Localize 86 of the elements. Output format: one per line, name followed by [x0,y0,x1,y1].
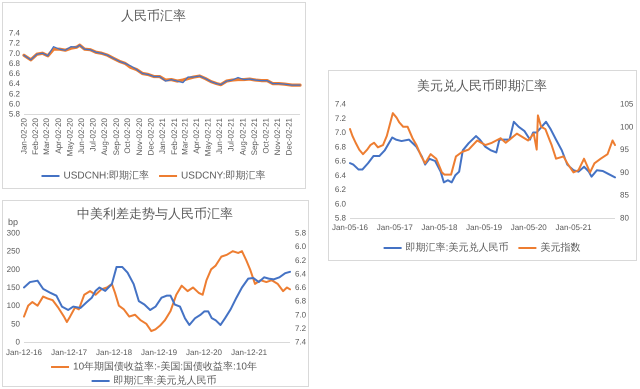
x-tick-label: Sep-02-21 [250,117,260,156]
y2-tick-label: 6.2 [295,256,307,265]
x-tick-label: Nov-02-20 [134,117,144,156]
y-tick-label: 7.0 [334,128,347,137]
x-tick-label: Nov-02-21 [273,117,282,156]
y2-tick-label: 105 [620,100,634,108]
x-tick-label: Jan-02-21 [158,117,168,154]
x-tick-label: Jan-05-20 [510,223,548,232]
legend-label: USDCNH:即期汇率 [63,170,150,182]
x-tick-label: Oct-02-20 [123,117,132,154]
y-tick-label: 7.4 [8,28,21,38]
x-tick-label: Sep-02-20 [112,117,121,156]
x-tick-label: Mar-02-20 [42,117,52,155]
y-tick-label: 6.6 [8,69,21,78]
x-tick-label: Apr-02-20 [54,117,63,154]
y-tick-label: 6.0 [8,99,21,108]
y2-tick-label: 6.6 [295,283,307,292]
y-tick-label: 5.8 [8,110,21,118]
y2-tick-label: 80 [620,214,630,222]
y-tick-label: 250 [6,246,21,256]
y2-tick-label: 100 [620,122,634,132]
legend-label: 10年期国债收益率:-美国:国债收益率:10年 [73,360,257,372]
x-tick-label: Jan-02-20 [20,117,28,154]
y2-tick-label: 7.0 [295,310,307,320]
x-tick-label: Jan-05-18 [421,223,458,232]
x-tick-label: Jun-02-21 [215,117,224,154]
chart-title: 人民币汇率 [121,8,186,23]
x-tick-label: Jun-02-20 [77,117,86,154]
y-tick-label: 6.4 [8,79,21,88]
x-tick-label: Apr-02-21 [192,117,202,154]
x-tick-label: Jan-12-19 [141,348,178,357]
x-tick-label: May-02-20 [65,117,74,156]
x-tick-label: Aug-02-20 [100,117,110,156]
x-tick-label: Jan-12-20 [186,348,223,357]
y2-tick-label: 7.4 [295,338,307,346]
y2-tick-label: 7.2 [295,324,307,333]
y2-tick-label: 90 [620,168,630,177]
legend-label: 即期汇率:美元兑人民币 [114,374,216,386]
legend-label: USDCNY:即期汇率 [181,170,266,182]
y-tick-label: 6.8 [8,58,21,68]
y-axis-title: bp [8,217,18,227]
x-tick-label: Oct-02-21 [261,117,270,154]
x-tick-label: Aug-02-21 [238,117,248,156]
y2-tick-label: 6.4 [295,269,307,278]
y-tick-label: 7.4 [334,100,347,108]
y-tick-label: 6.6 [334,156,347,166]
y-tick-label: 6.2 [8,89,21,98]
y-tick-label: 5.8 [334,214,347,222]
x-tick-label: Mar-02-21 [180,117,190,155]
y-tick-label: 100 [6,301,21,310]
y-tick-label: 0 [16,338,21,346]
x-tick-label: Jul-02-21 [226,117,236,152]
y-tick-label: 50 [11,319,21,328]
x-tick-label: Jan-05-19 [466,223,503,232]
y2-tick-label: 85 [620,190,630,200]
x-tick-label: Jul-02-20 [88,117,98,152]
x-tick-label: Jan-05-21 [556,223,592,232]
legend-label: 美元指数 [540,242,580,254]
y2-tick-label: 6.8 [295,296,307,306]
chart-title: 中美利差走势与人民币汇率 [77,206,233,221]
y-tick-label: 7.0 [8,48,21,58]
x-tick-label: Feb-02-21 [170,117,179,155]
y-tick-label: 200 [6,264,21,274]
x-tick-label: Feb-02-20 [31,117,40,155]
x-tick-label: Jan-12-16 [6,348,43,357]
x-tick-label: Jan-12-18 [96,348,133,357]
y-tick-label: 150 [6,283,21,292]
y-tick-label: 7.2 [8,38,21,48]
y-tick-label: 6.8 [334,142,347,152]
chart-title: 美元兑人民币即期汇率 [417,78,547,93]
y-tick-label: 7.2 [334,114,347,123]
y-tick-label: 300 [6,228,21,238]
x-tick-label: Dec-02-20 [146,117,156,156]
y2-tick-label: 5.8 [295,228,307,238]
x-tick-label: Jan-05-17 [376,223,414,232]
x-tick-label: Jan-12-21 [231,348,268,357]
x-tick-label: Jan-12-17 [51,348,88,357]
x-tick-label: May-02-21 [204,117,212,156]
y-tick-label: 6.2 [334,185,347,194]
x-tick-label: Jan-05-16 [332,223,369,232]
y2-tick-label: 95 [620,145,630,154]
y2-tick-label: 6.0 [295,242,307,252]
y-tick-label: 6.4 [334,170,347,180]
legend-label: 即期汇率:美元兑人民币 [406,242,508,254]
y-tick-label: 6.0 [334,199,347,208]
x-tick-label: Dec-02-21 [284,117,294,156]
